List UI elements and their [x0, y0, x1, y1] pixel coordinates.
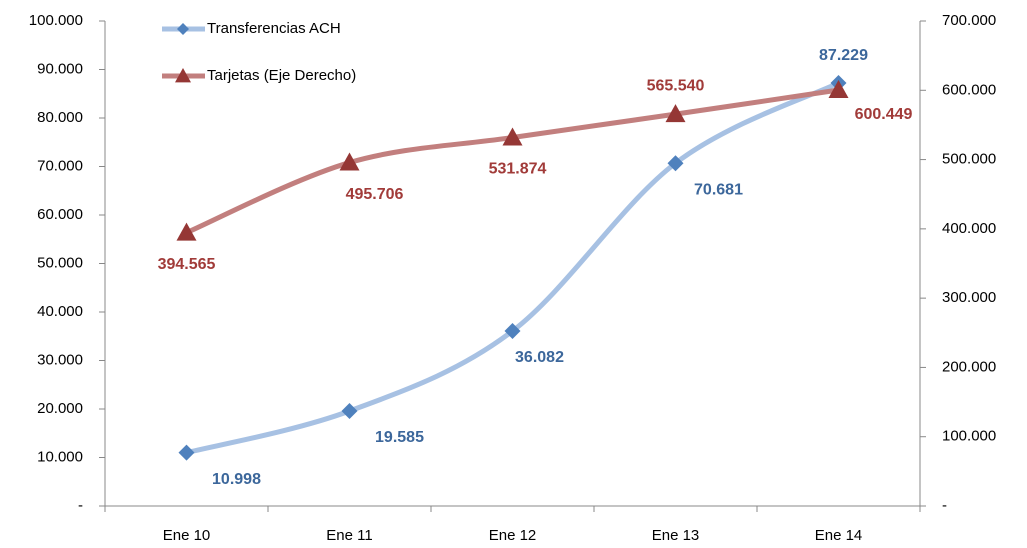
y-tick-label: 60.000: [37, 206, 83, 223]
x-tick-label: Ene 10: [163, 527, 211, 544]
marker: [341, 403, 358, 420]
data-label: 70.681: [694, 181, 743, 198]
y-tick-label: 100.000: [29, 12, 83, 29]
y2-tick-label: 600.000: [942, 81, 996, 98]
marker: [667, 155, 684, 172]
y2-tick-label: 100.000: [942, 428, 996, 445]
marker: [665, 104, 686, 123]
data-label: 10.998: [212, 471, 261, 488]
marker: [504, 323, 521, 340]
y-tick-label: 70.000: [37, 157, 83, 174]
x-tick-label: Ene 14: [815, 527, 863, 544]
data-label: 394.565: [158, 256, 216, 273]
y-tick-label: 30.000: [37, 351, 83, 368]
y-tick-label: 20.000: [37, 400, 83, 417]
marker: [828, 79, 849, 98]
y-tick-label: 40.000: [37, 303, 83, 320]
legend-label: Transferencias ACH: [207, 20, 341, 37]
x-tick-label: Ene 13: [652, 527, 700, 544]
y2-tick-label: 200.000: [942, 358, 996, 375]
y-tick-label: 10.000: [37, 448, 83, 465]
series-line: [184, 80, 841, 456]
marker: [502, 127, 523, 146]
marker: [339, 152, 360, 171]
y-tick-label: 80.000: [37, 109, 83, 126]
x-tick-label: Ene 11: [326, 527, 372, 544]
data-label: 19.585: [375, 429, 424, 446]
y-tick-label: -: [78, 497, 83, 514]
y2-tick-label: 500.000: [942, 151, 996, 168]
legend-label: Tarjetas (Eje Derecho): [207, 67, 356, 84]
data-label: 600.449: [855, 106, 913, 123]
data-label: 565.540: [647, 77, 705, 94]
marker: [178, 444, 195, 461]
data-label: 531.874: [489, 161, 547, 178]
y2-tick-label: 300.000: [942, 289, 996, 306]
y2-tick-label: -: [942, 497, 947, 514]
data-label: 87.229: [819, 47, 868, 64]
x-tick-label: Ene 12: [489, 527, 537, 544]
legend-marker: [175, 68, 191, 83]
y-tick-label: 50.000: [37, 254, 83, 271]
marker: [176, 222, 197, 241]
legend-marker: [177, 23, 189, 35]
y-tick-label: 90.000: [37, 60, 83, 77]
data-label: 36.082: [515, 349, 564, 366]
data-label: 495.706: [346, 186, 404, 203]
y2-tick-label: 400.000: [942, 220, 996, 237]
y2-tick-label: 700.000: [942, 12, 996, 29]
